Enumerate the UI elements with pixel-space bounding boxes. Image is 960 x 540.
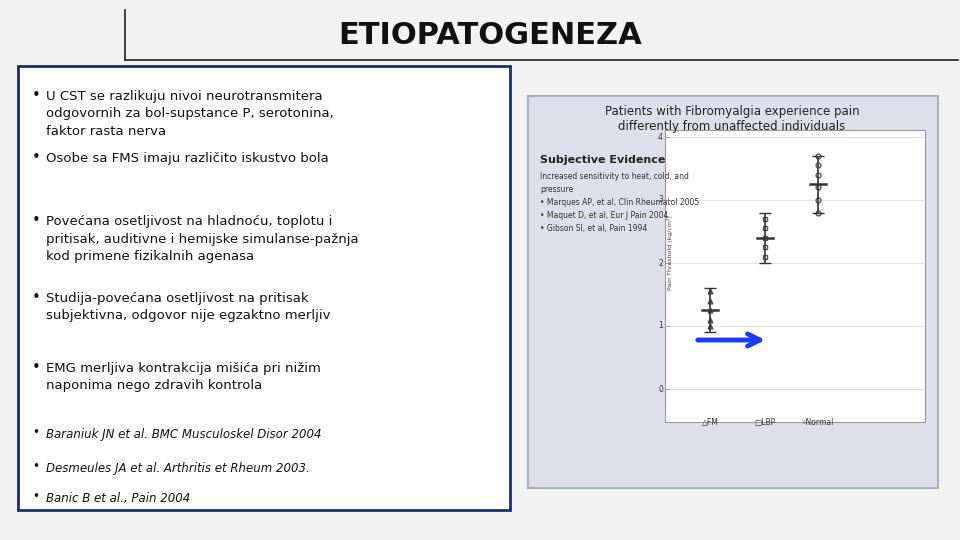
Text: Povećana osetljivost na hladnoću, toplotu i
pritisak, auditivne i hemijske simul: Povećana osetljivost na hladnoću, toplot… (46, 215, 359, 263)
Text: •: • (32, 150, 40, 165)
Text: •: • (32, 360, 40, 375)
FancyBboxPatch shape (18, 66, 510, 510)
Text: Baraniuk JN et al. BMC Musculoskel Disor 2004: Baraniuk JN et al. BMC Musculoskel Disor… (46, 428, 322, 441)
Text: 3: 3 (659, 195, 663, 205)
Text: Banic B et al., Pain 2004: Banic B et al., Pain 2004 (46, 492, 190, 505)
Text: • Marques AP, et al, Clin Rheumatol 2005: • Marques AP, et al, Clin Rheumatol 2005 (540, 198, 699, 207)
Text: Osobe sa FMS imaju različito iskustvo bola: Osobe sa FMS imaju različito iskustvo bo… (46, 152, 328, 165)
Text: Studija-povećana osetljivost na pritisak
subjektivna, odgovor nije egzaktno merl: Studija-povećana osetljivost na pritisak… (46, 292, 330, 322)
Text: differently from unaffected individuals: differently from unaffected individuals (618, 120, 846, 133)
Text: ETIOPATOGENEZA: ETIOPATOGENEZA (338, 21, 642, 50)
Text: Increased sensitivity to heat, cold, and: Increased sensitivity to heat, cold, and (540, 172, 689, 181)
Text: 0: 0 (659, 384, 663, 394)
Text: EMG merljiva kontrakcija mišića pri nižim
naponima nego zdravih kontrola: EMG merljiva kontrakcija mišića pri niži… (46, 362, 321, 393)
Text: • Maquet D, et al, Eur J Pain 2004: • Maquet D, et al, Eur J Pain 2004 (540, 211, 668, 220)
FancyBboxPatch shape (665, 130, 925, 422)
Text: •: • (32, 426, 38, 439)
Text: • Gibson SI, et al, Pain 1994: • Gibson SI, et al, Pain 1994 (540, 224, 647, 233)
Text: •: • (32, 88, 40, 103)
Text: •: • (32, 290, 40, 305)
Text: 2: 2 (659, 259, 663, 267)
Text: •: • (32, 490, 38, 503)
Text: Pain Threshold (kg/cm²): Pain Threshold (kg/cm²) (667, 215, 673, 290)
Text: ◦Normal: ◦Normal (802, 418, 834, 427)
Text: Subjective Evidence: Subjective Evidence (540, 155, 665, 165)
FancyBboxPatch shape (528, 96, 938, 488)
Text: pressure: pressure (540, 185, 573, 194)
Text: Desmeules JA et al. Arthritis et Rheum 2003.: Desmeules JA et al. Arthritis et Rheum 2… (46, 462, 310, 475)
Text: Patients with Fibromyalgia experience pain: Patients with Fibromyalgia experience pa… (605, 105, 859, 118)
Text: □LBP: □LBP (755, 418, 776, 427)
Text: 4: 4 (659, 132, 663, 141)
Text: 1: 1 (659, 321, 663, 330)
Text: U CST se razlikuju nivoi neurotransmitera
odgovornih za bol-supstance P, seroton: U CST se razlikuju nivoi neurotransmiter… (46, 90, 334, 138)
Text: •: • (32, 460, 38, 473)
Text: △FM: △FM (702, 418, 718, 427)
Text: •: • (32, 213, 40, 228)
